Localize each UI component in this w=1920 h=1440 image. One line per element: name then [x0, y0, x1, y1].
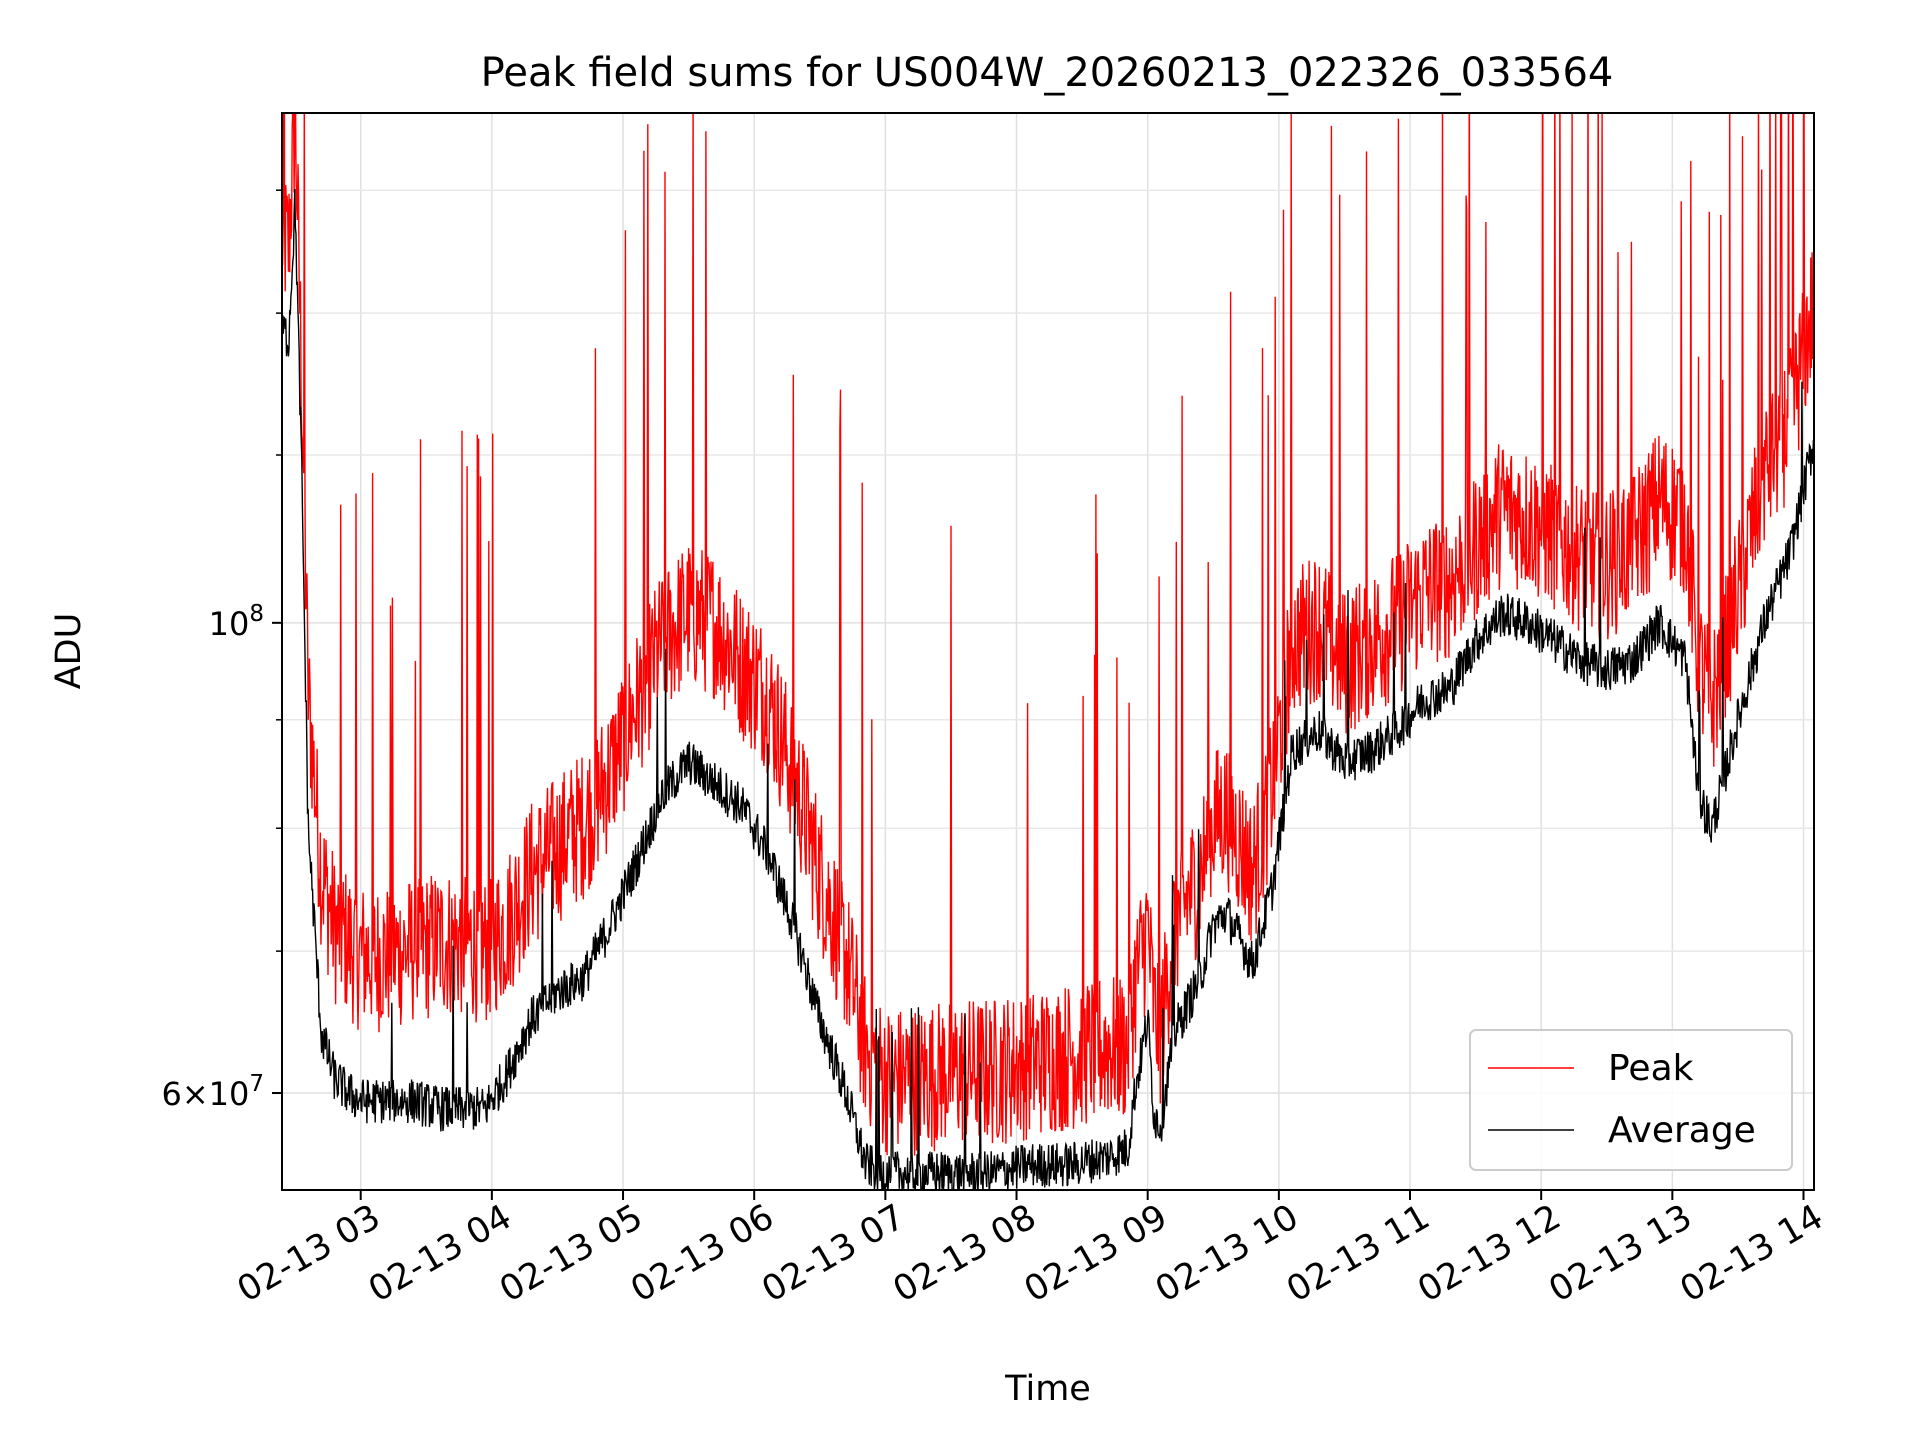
x-axis-label: Time — [1004, 1369, 1091, 1409]
y-axis: 6×107 108 — [161, 189, 282, 1113]
series-peak-line — [282, 113, 1814, 1156]
legend-label-average: Average — [1608, 1110, 1756, 1151]
chart-title: Peak field sums for US004W_20260213_0223… — [481, 50, 1614, 96]
plot-area — [282, 113, 1814, 1190]
legend: Peak Average — [1469, 1029, 1793, 1171]
series-average-line — [282, 188, 1814, 1190]
y-tick-label: 6×107 — [161, 1071, 264, 1113]
y-tick-label: 108 — [209, 601, 264, 643]
legend-box — [1469, 1029, 1793, 1171]
legend-label-peak: Peak — [1608, 1048, 1694, 1089]
axes-frame — [281, 112, 1815, 1191]
y-axis-label: ADU — [49, 613, 89, 690]
